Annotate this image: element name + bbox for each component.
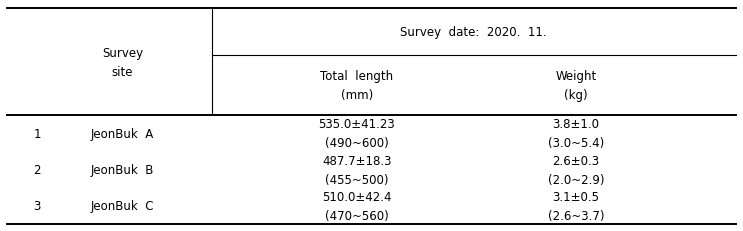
Text: Total  length
(mm): Total length (mm) — [320, 70, 393, 101]
Text: 487.7±18.3
(455~500): 487.7±18.3 (455~500) — [322, 154, 392, 186]
Text: JeonBuk  A: JeonBuk A — [91, 127, 155, 140]
Text: 1: 1 — [33, 127, 41, 140]
Text: 3.8±1.0
(3.0~5.4): 3.8±1.0 (3.0~5.4) — [548, 118, 604, 149]
Text: 3: 3 — [33, 200, 41, 213]
Text: 2.6±0.3
(2.0~2.9): 2.6±0.3 (2.0~2.9) — [548, 154, 604, 186]
Text: JeonBuk  C: JeonBuk C — [91, 200, 155, 213]
Text: Weight
(kg): Weight (kg) — [555, 70, 597, 101]
Text: Survey  date:  2020.  11.: Survey date: 2020. 11. — [400, 26, 547, 39]
Text: 2: 2 — [33, 163, 41, 176]
Text: 510.0±42.4
(470~560): 510.0±42.4 (470~560) — [322, 190, 392, 222]
Text: 535.0±41.23
(490~600): 535.0±41.23 (490~600) — [318, 118, 395, 149]
Text: Survey
site: Survey site — [102, 46, 143, 78]
Text: 3.1±0.5
(2.6~3.7): 3.1±0.5 (2.6~3.7) — [548, 190, 604, 222]
Text: JeonBuk  B: JeonBuk B — [91, 163, 155, 176]
